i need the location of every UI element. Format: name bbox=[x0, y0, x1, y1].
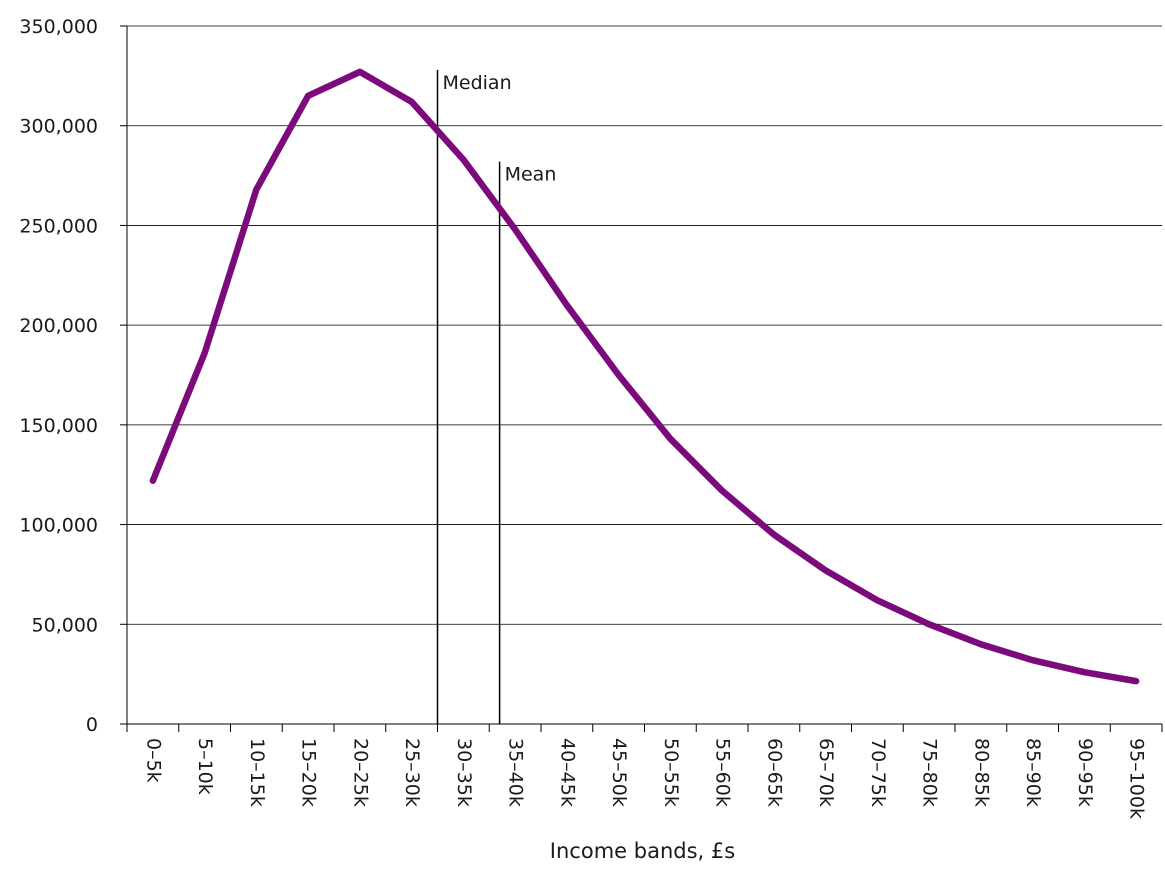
y-tick-label: 0 bbox=[86, 714, 98, 736]
x-tick-label: 60–65k bbox=[763, 738, 785, 807]
data-point bbox=[773, 534, 775, 536]
x-tick-label: 0–5k bbox=[142, 738, 164, 783]
data-point bbox=[307, 95, 309, 97]
x-tick-label: 90–95k bbox=[1074, 738, 1096, 807]
y-tick-label: 300,000 bbox=[19, 116, 98, 138]
data-point bbox=[359, 71, 361, 73]
x-tick-label: 80–85k bbox=[970, 738, 992, 807]
data-point bbox=[980, 643, 982, 645]
x-tick-label: 65–70k bbox=[815, 738, 837, 807]
y-tick-label: 350,000 bbox=[19, 16, 98, 38]
x-tick-label: 30–35k bbox=[453, 738, 475, 807]
data-point bbox=[255, 189, 257, 191]
x-tick-label: 40–45k bbox=[556, 738, 578, 807]
y-tick-label: 250,000 bbox=[19, 215, 98, 237]
data-point bbox=[411, 101, 413, 103]
series-layer bbox=[149, 68, 1140, 685]
data-point bbox=[825, 569, 827, 571]
x-axis-ticks: 0–5k 5–10k 10–15k 15–20k 20–25k 25–30k 30–35k 3… bbox=[126, 724, 1163, 819]
data-point bbox=[204, 352, 206, 354]
data-point bbox=[152, 480, 154, 482]
x-tick-label: 75–80k bbox=[919, 738, 941, 807]
data-point bbox=[1135, 680, 1137, 682]
data-point bbox=[876, 599, 878, 601]
x-tick-label: 25–30k bbox=[401, 738, 423, 807]
data-point bbox=[514, 228, 516, 230]
x-tick-label: 55–60k bbox=[712, 738, 734, 807]
data-point bbox=[928, 623, 930, 625]
y-tick-label: 200,000 bbox=[19, 315, 98, 337]
y-axis-ticks: 0 50,000 100,000 150,000 200,000 250,000 300,0… bbox=[19, 16, 127, 736]
data-point bbox=[462, 159, 464, 161]
data-point bbox=[1032, 659, 1034, 661]
x-tick-label: 45–50k bbox=[608, 738, 630, 807]
data-point bbox=[1083, 671, 1085, 673]
x-tick-label: 85–90k bbox=[1022, 738, 1044, 807]
x-tick-label: 5–10k bbox=[194, 738, 216, 795]
data-point bbox=[669, 438, 671, 440]
x-axis-title: Income bands, £s bbox=[550, 839, 735, 863]
y-tick-label: 150,000 bbox=[19, 415, 98, 437]
data-point bbox=[721, 490, 723, 492]
x-tick-label: 50–55k bbox=[660, 738, 682, 807]
x-tick-label: 95–100k bbox=[1126, 738, 1148, 819]
data-point bbox=[618, 374, 620, 376]
y-tick-label: 50,000 bbox=[32, 614, 98, 636]
annotation-label: Median bbox=[443, 72, 512, 94]
x-tick-label: 35–40k bbox=[505, 738, 527, 807]
x-tick-label: 10–15k bbox=[246, 738, 268, 807]
gridlines bbox=[127, 25, 1162, 625]
x-tick-label: 15–20k bbox=[298, 738, 320, 807]
y-tick-label: 100,000 bbox=[19, 515, 98, 537]
annotation-label: Mean bbox=[505, 164, 557, 186]
series-line bbox=[149, 68, 1140, 685]
annotations: Median Mean bbox=[436, 69, 557, 724]
axes bbox=[126, 26, 1162, 725]
data-point bbox=[566, 304, 568, 306]
x-tick-label: 70–75k bbox=[867, 738, 889, 807]
x-tick-label: 20–25k bbox=[349, 738, 371, 807]
